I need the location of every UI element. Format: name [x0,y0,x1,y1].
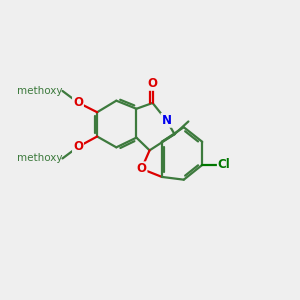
Text: O: O [148,77,158,90]
Text: N: N [161,114,172,127]
Text: O: O [136,162,146,175]
Text: Cl: Cl [218,158,231,171]
Text: methoxy: methoxy [17,86,62,96]
Text: O: O [73,140,83,153]
Text: methoxy: methoxy [17,153,62,164]
Text: O: O [73,96,83,109]
